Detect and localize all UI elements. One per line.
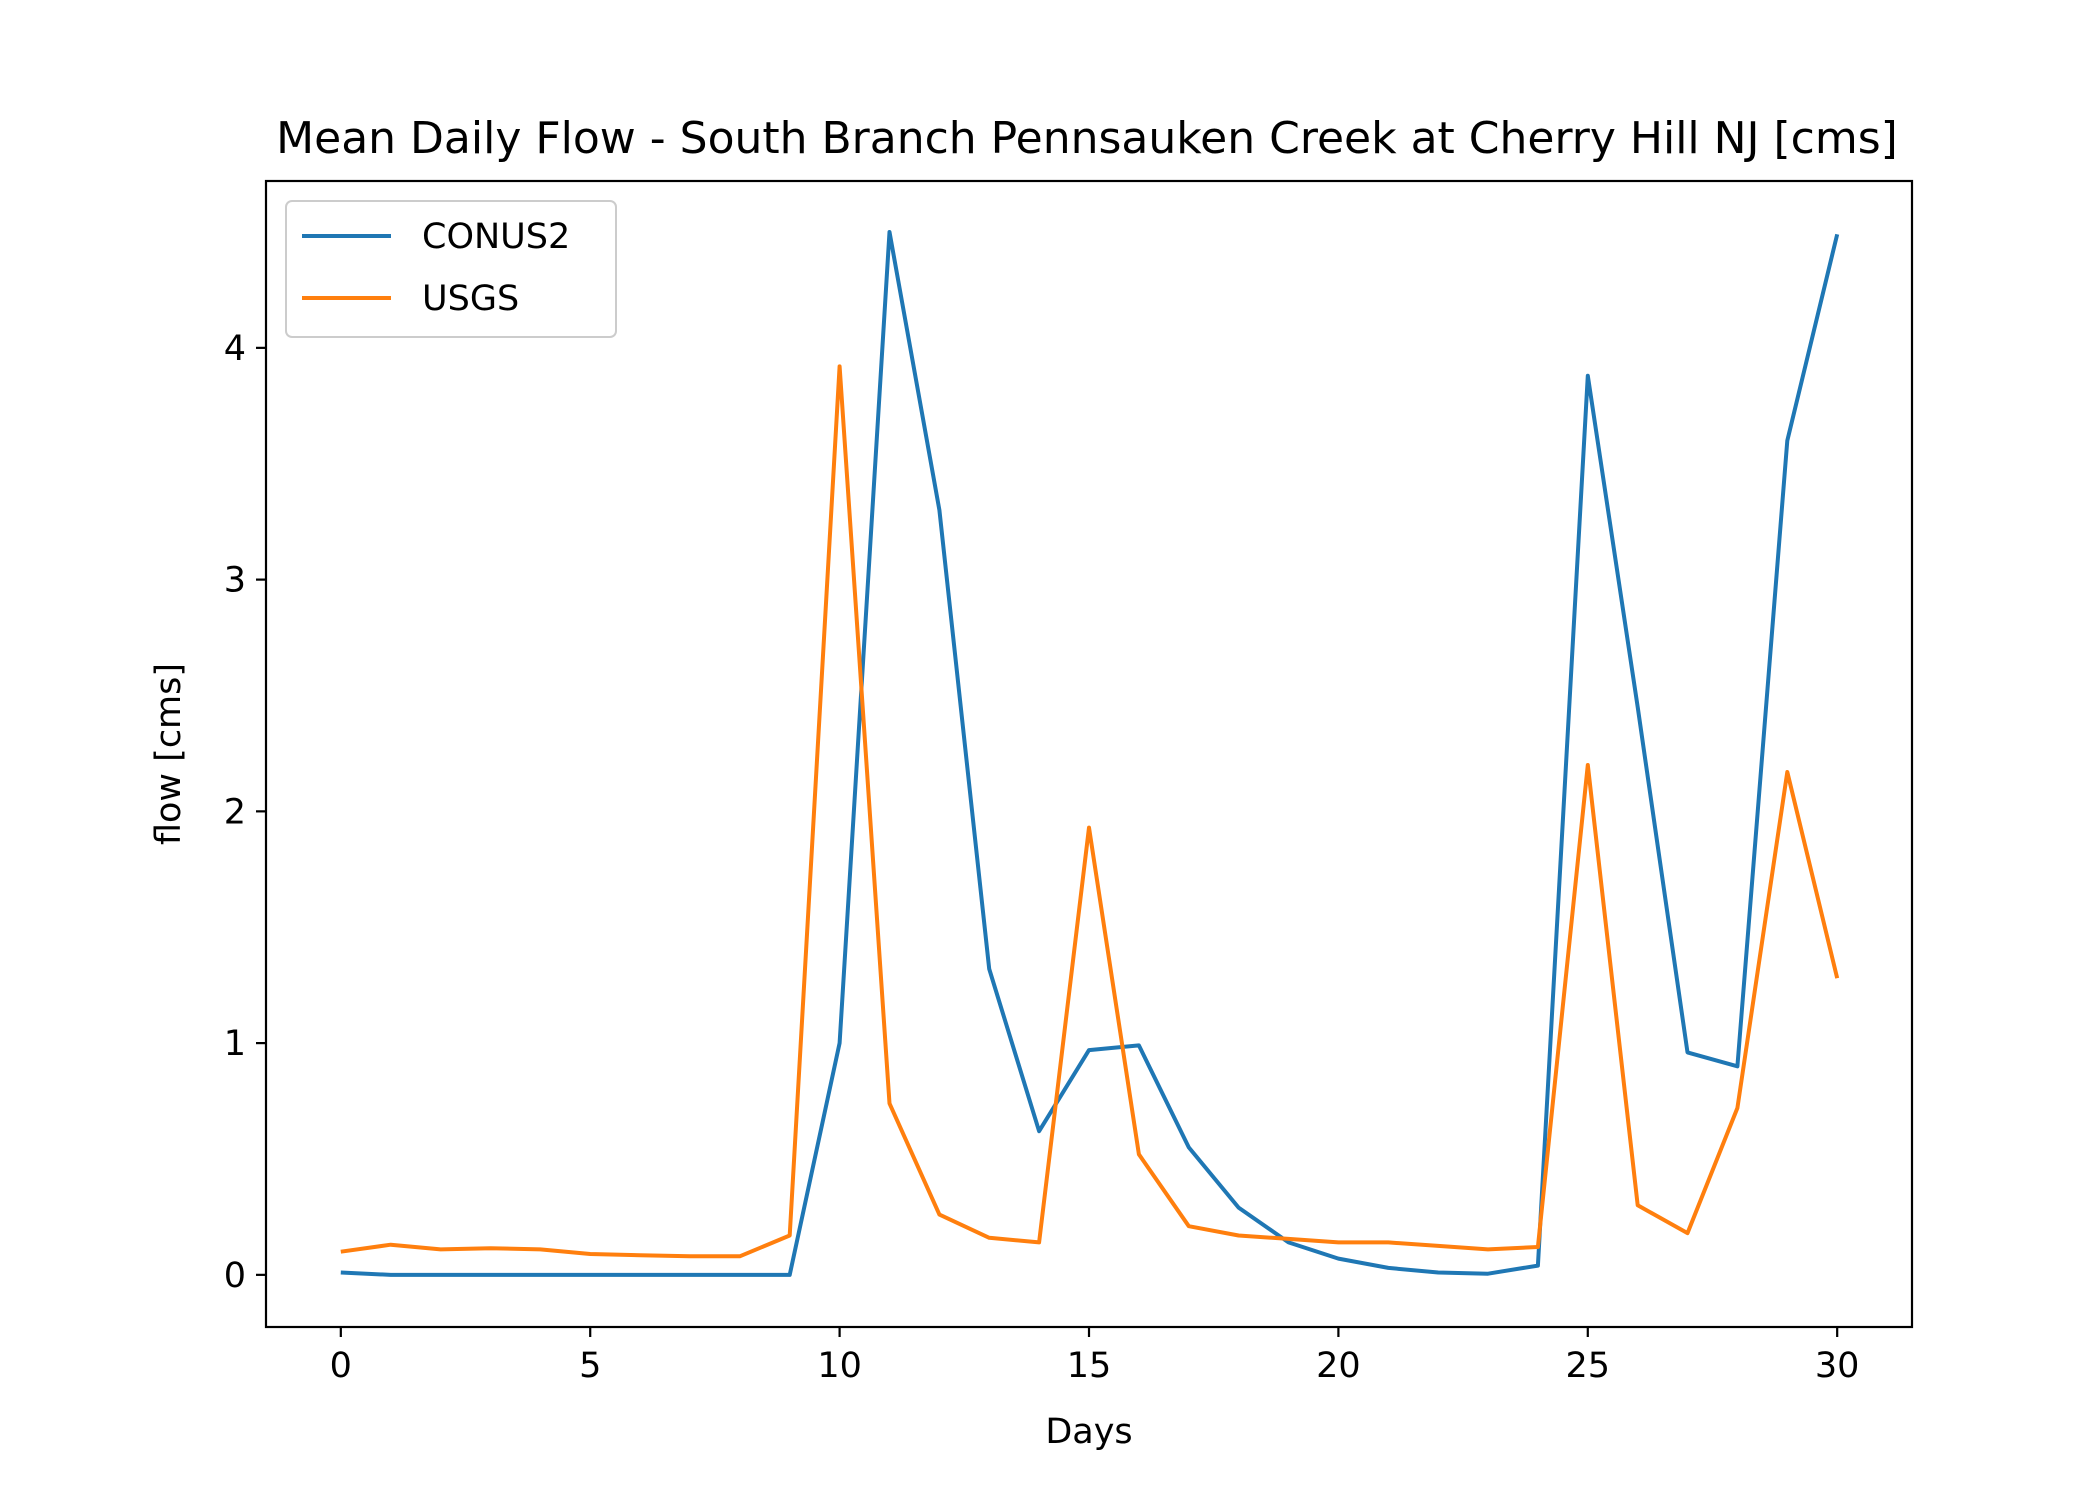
x-axis-ticks: 0 5 10 15 20 25 30	[330, 1327, 1860, 1386]
x-axis-label: Days	[1045, 1412, 1132, 1452]
series-line-conus2	[340, 230, 1840, 1277]
y-tick-label: 2	[224, 792, 246, 832]
y-axis-ticks: 0 1 2 3 4	[224, 329, 266, 1296]
x-tick-label: 20	[1316, 1346, 1361, 1386]
x-tick-label: 10	[817, 1346, 862, 1386]
legend-label-usgs: USGS	[422, 279, 519, 319]
series-line-usgs	[340, 364, 1840, 1259]
chart-title: Mean Daily Flow - South Branch Pennsauke…	[276, 113, 1898, 164]
y-tick-label: 0	[224, 1256, 246, 1296]
legend-label-conus2: CONUS2	[422, 217, 570, 257]
y-axis-label: flow [cms]	[149, 663, 189, 845]
x-tick-label: 30	[1815, 1346, 1860, 1386]
plot-area	[340, 230, 1840, 1277]
axes-frame	[264, 179, 1914, 1329]
x-tick-label: 5	[579, 1346, 601, 1386]
x-tick-label: 25	[1566, 1346, 1611, 1386]
x-tick-label: 0	[330, 1346, 352, 1386]
legend: CONUS2 USGS	[285, 200, 617, 338]
y-tick-label: 3	[224, 561, 246, 601]
y-tick-label: 4	[224, 329, 246, 369]
y-tick-label: 1	[224, 1024, 246, 1064]
x-tick-label: 15	[1067, 1346, 1112, 1386]
